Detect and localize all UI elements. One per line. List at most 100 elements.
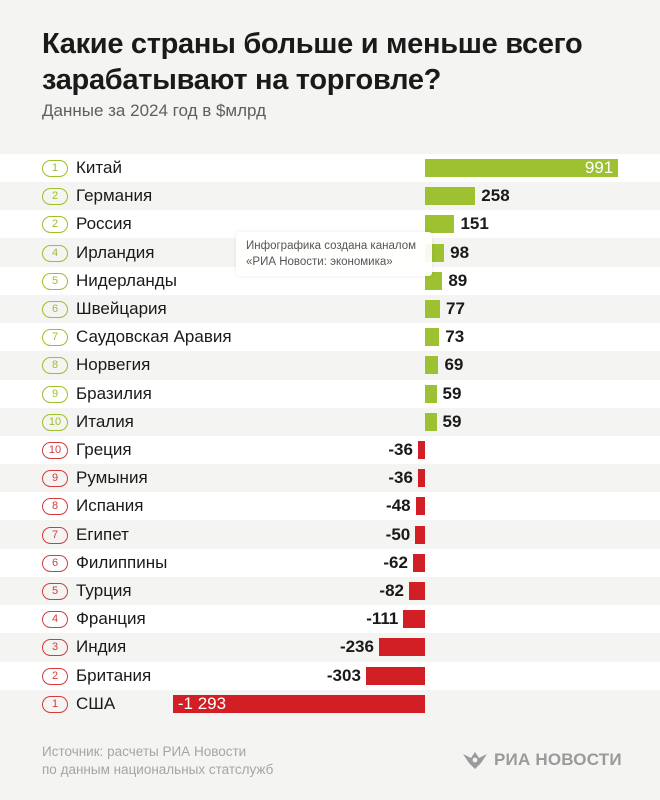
country-label: Швейцария [76,299,167,318]
rank-badge: 10 [42,413,68,431]
tooltip-line-2: «РИА Новости: экономика» [246,256,393,268]
ria-eagle-icon [463,752,487,769]
value-label: 151 [460,214,489,234]
chart-row: 3 Индия -236 [0,633,660,661]
rank-badge: 7 [42,526,68,544]
country-label: Египет [76,524,129,544]
rank-badge: 3 [42,639,68,657]
chart-row: 4 Франция -111 [0,605,660,634]
rank-badge: 7 [42,329,68,347]
bar-positive [425,159,619,177]
ria-logo: РИА НОВОСТИ [462,750,622,770]
tooltip-line-1: Инфографика создана каналом [246,240,417,252]
chart-subtitle: Данные за 2024 год в $млрд [42,101,267,120]
country-label: США [76,693,116,713]
country-label: Нидерланды [76,270,177,290]
value-label: -236 [339,637,374,657]
bar-positive [425,384,437,403]
country-label: Италия [76,411,134,431]
rank-badge: 4 [42,244,68,262]
value-label: -36 [388,468,413,488]
value-label: -50 [385,524,411,544]
country-label: Саудовская Аравия [76,327,232,347]
country-label: Испания [76,496,144,516]
rank-badge: 2 [42,667,68,685]
chart-row: 2 Британия -303 [0,661,660,690]
country-label: Бразилия [76,383,152,403]
chart-row: 5 Турция -82 [0,577,660,605]
country-label: Греция [76,440,132,459]
bar-positive [425,271,443,290]
bar-negative [417,441,425,459]
value-label: 77 [446,299,465,318]
source-note: Источник: расчеты РИА Новости по данным … [42,743,273,779]
bar-positive [425,412,437,431]
bar-negative [409,582,425,600]
country-label: Германия [76,186,153,206]
value-label: 98 [450,242,470,262]
bar-positive [425,215,455,234]
value-label: -82 [379,581,404,600]
country-label: Норвегия [76,355,151,375]
country-label: Франция [76,609,146,629]
rank-badge: 8 [42,498,68,516]
rank-badge: 9 [42,385,68,403]
chart-row: 10 Италия 59 [0,408,660,436]
rank-badge: 6 [42,554,68,572]
bar-negative [412,553,425,572]
bar-positive [425,356,439,375]
value-label: 59 [442,411,462,431]
country-label: Индия [76,637,127,657]
country-label: Британия [76,665,152,685]
bar-negative [417,469,425,488]
country-label: Филиппины [76,552,168,572]
rank-badge: 4 [42,611,68,629]
chart-title: Какие страны больше и меньше всего зараб… [42,28,583,96]
country-label: Ирландия [76,242,155,262]
bar-positive [425,300,440,318]
bar-negative [415,497,425,516]
rank-badge: 5 [42,272,68,290]
bar-negative [415,525,425,544]
rank-badge: 8 [42,357,68,375]
watermark-tooltip: Инфографика создана каналом «РИА Новости… [236,232,432,276]
bar-negative [365,666,425,685]
chart-row: 10 Греция -36 [0,436,660,464]
country-label: Турция [76,581,132,600]
chart-row: 1 Китай 991 [0,154,660,182]
value-label: 73 [445,327,465,347]
chart-row: 6 Швейцария 77 [0,295,660,323]
value-label: 89 [448,270,468,290]
chart-row: 2 Германия 258 [0,182,660,210]
rank-badge: 9 [42,470,68,488]
rank-badge: 5 [42,583,68,600]
rank-badge: 2 [42,188,68,206]
logo-text: РИА НОВОСТИ [494,750,622,769]
chart-row: 7 Египет -50 [0,521,660,549]
source-line-1: Источник: расчеты РИА Новости [42,744,247,759]
chart-row: 8 Норвегия 69 [0,351,660,379]
chart-row: 7 Саудовская Аравия 73 [0,323,660,352]
source-line-2: по данным национальных статслужб [42,762,274,777]
chart-row: 9 Бразилия 59 [0,379,660,408]
value-label: 991 [584,158,614,177]
country-label: Россия [76,214,132,234]
bar-positive [425,187,476,206]
chart-row: 9 Румыния -36 [0,464,660,492]
chart-row: 6 Филиппины -62 [0,548,660,577]
bar-negative [403,610,425,629]
rank-badge: 6 [42,301,68,318]
bar-negative [378,638,425,657]
rank-badge: 1 [42,695,68,713]
value-label: -36 [388,440,413,459]
country-label: Румыния [76,468,148,488]
bar-negative [172,694,425,713]
value-label: -111 [366,609,399,629]
value-label: -1 293 [177,693,227,713]
rank-badge: 10 [42,442,68,459]
rank-badge: 1 [42,160,68,177]
value-label: -62 [383,552,408,572]
value-label: -48 [386,496,411,516]
value-label: 59 [442,383,462,403]
value-label: -303 [326,665,361,685]
